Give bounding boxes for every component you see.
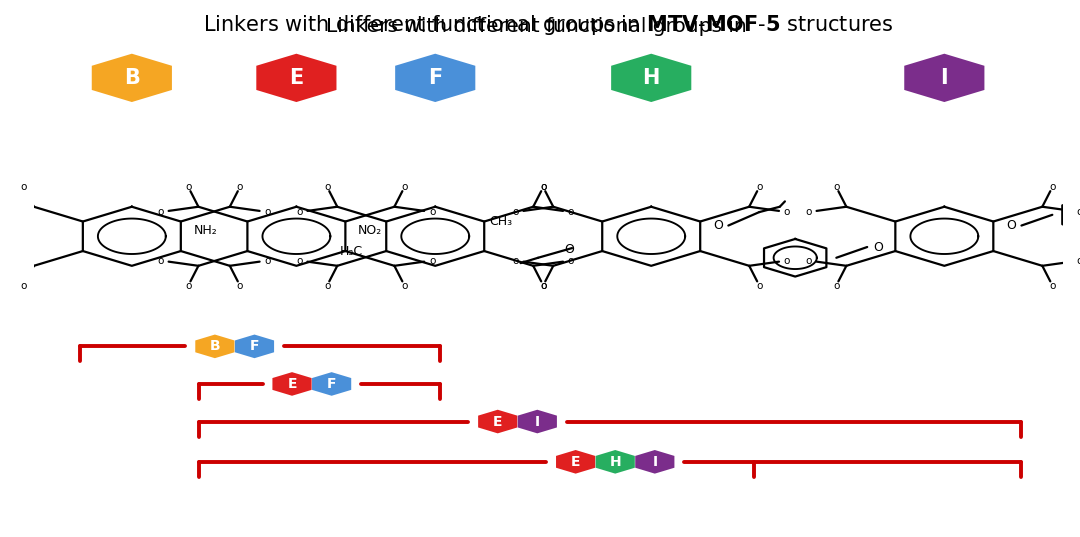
Text: F: F (249, 339, 259, 353)
Polygon shape (272, 372, 312, 396)
Polygon shape (234, 335, 274, 358)
Text: o: o (429, 207, 435, 217)
Text: o: o (512, 207, 518, 217)
Polygon shape (195, 335, 234, 358)
Text: Linkers with different functional groups in $\mathbf{MTV}$-$\mathbf{MOF}$-$\math: Linkers with different functional groups… (203, 13, 894, 38)
Text: H₃C: H₃C (340, 244, 363, 258)
Text: o: o (237, 182, 243, 192)
Text: o: o (540, 182, 546, 192)
Text: E: E (571, 455, 580, 469)
Text: o: o (784, 256, 791, 265)
Text: NH₂: NH₂ (193, 224, 217, 237)
Text: o: o (1077, 207, 1080, 217)
Text: o: o (237, 280, 243, 291)
Text: o: o (402, 182, 407, 192)
Text: o: o (296, 256, 302, 265)
Polygon shape (256, 54, 337, 102)
Text: o: o (1050, 280, 1055, 291)
Text: o: o (324, 182, 330, 192)
Text: o: o (21, 182, 27, 192)
Text: E: E (492, 415, 502, 429)
Text: o: o (185, 182, 191, 192)
Polygon shape (478, 410, 517, 433)
Text: o: o (1050, 182, 1055, 192)
Text: CH₃: CH₃ (489, 215, 513, 228)
Text: E: E (287, 377, 297, 391)
Polygon shape (92, 54, 172, 102)
Text: o: o (568, 256, 575, 265)
Text: O: O (1007, 219, 1016, 232)
Text: o: o (158, 256, 164, 265)
Text: o: o (833, 182, 839, 192)
Text: o: o (568, 207, 575, 217)
Text: I: I (535, 415, 540, 429)
Text: o: o (806, 256, 812, 265)
Text: Linkers with different functional groups in: Linkers with different functional groups… (326, 17, 754, 36)
Polygon shape (596, 450, 635, 474)
Text: B: B (124, 68, 139, 88)
Polygon shape (312, 372, 351, 396)
Text: o: o (806, 207, 812, 217)
Polygon shape (517, 410, 557, 433)
Text: o: o (324, 280, 330, 291)
Text: o: o (756, 182, 762, 192)
Text: o: o (1077, 256, 1080, 265)
Text: O: O (713, 219, 723, 232)
Text: o: o (512, 256, 518, 265)
Text: o: o (265, 256, 271, 265)
Polygon shape (904, 54, 984, 102)
Text: o: o (158, 207, 164, 217)
Text: o: o (265, 207, 271, 217)
Polygon shape (611, 54, 691, 102)
Text: o: o (402, 280, 407, 291)
Text: o: o (296, 207, 302, 217)
Text: NO₂: NO₂ (359, 224, 382, 237)
Text: F: F (428, 68, 443, 88)
Text: O: O (873, 241, 882, 253)
Text: o: o (185, 280, 191, 291)
Polygon shape (395, 54, 475, 102)
Text: o: o (429, 256, 435, 265)
Text: F: F (327, 377, 336, 391)
Polygon shape (556, 450, 595, 474)
Text: I: I (652, 455, 658, 469)
Text: o: o (540, 280, 546, 291)
Text: o: o (756, 280, 762, 291)
Text: o: o (784, 207, 791, 217)
Text: B: B (210, 339, 220, 353)
Text: O: O (564, 243, 575, 256)
Text: H: H (609, 455, 621, 469)
Text: o: o (540, 182, 546, 192)
Polygon shape (635, 450, 674, 474)
Text: E: E (289, 68, 303, 88)
Text: H: H (643, 68, 660, 88)
Text: o: o (540, 280, 546, 291)
Text: o: o (833, 280, 839, 291)
Text: I: I (941, 68, 948, 88)
Text: o: o (21, 280, 27, 291)
